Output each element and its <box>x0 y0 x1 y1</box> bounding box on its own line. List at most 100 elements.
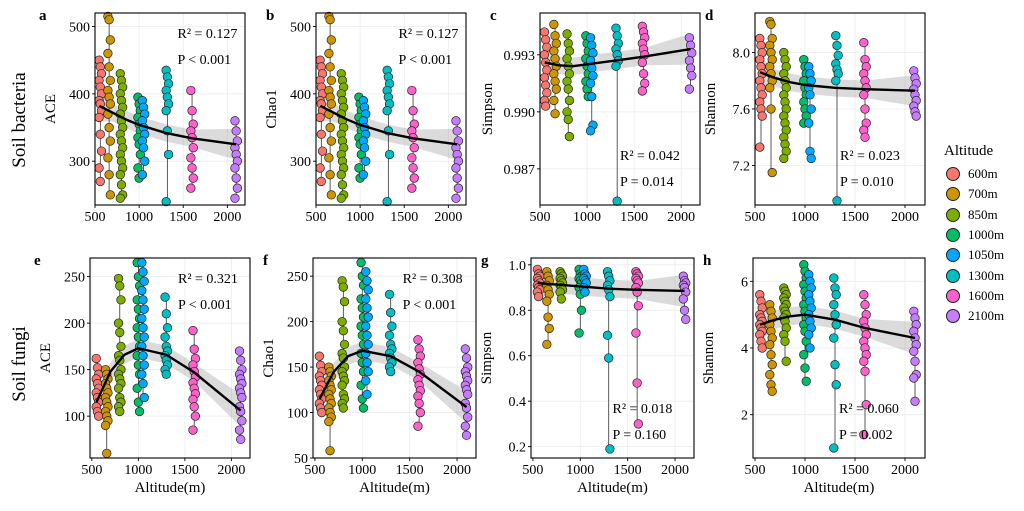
data-point <box>384 330 395 340</box>
confidence-band <box>320 90 458 160</box>
panel-letter: c <box>490 8 497 24</box>
data-point <box>186 85 196 96</box>
data-point <box>325 62 335 72</box>
y-axis-label: Shannon <box>703 82 719 135</box>
data-point <box>359 143 370 153</box>
data-point <box>766 104 776 114</box>
data-point <box>361 294 371 304</box>
data-point <box>463 412 473 422</box>
data-point <box>314 351 325 361</box>
panel-letter: e <box>34 253 41 269</box>
legend-swatch <box>946 207 960 222</box>
data-point <box>337 380 347 390</box>
data-point <box>139 392 149 403</box>
y-tick-label: 0.4 <box>509 395 527 410</box>
data-point <box>804 330 814 340</box>
data-point <box>104 15 114 25</box>
data-point <box>564 131 575 142</box>
data-point <box>767 167 777 178</box>
x-tick-label: 2000 <box>434 210 462 225</box>
data-point <box>549 19 559 30</box>
data-point <box>463 389 473 400</box>
plot-frame <box>89 257 251 459</box>
data-point <box>161 106 171 116</box>
x-tick-label: 500 <box>81 463 102 478</box>
data-point <box>139 332 149 342</box>
data-point <box>638 69 649 79</box>
data-point <box>354 163 364 173</box>
data-point <box>612 31 622 41</box>
data-point <box>830 360 840 370</box>
data-point <box>91 353 101 364</box>
data-point <box>453 183 464 193</box>
data-point <box>134 406 145 417</box>
data-point <box>757 343 767 353</box>
data-point <box>315 163 325 173</box>
data-point <box>363 312 373 322</box>
data-point <box>116 295 126 305</box>
legend-item: 600m <box>944 164 1024 184</box>
y-tick-label: 250 <box>287 270 308 285</box>
data-point <box>160 332 170 342</box>
data-point <box>187 106 197 116</box>
legend-item: 1000m <box>944 225 1024 245</box>
data-point <box>105 75 115 86</box>
data-point <box>138 378 148 389</box>
y-tick-label: 250 <box>64 271 85 286</box>
data-point <box>188 425 198 435</box>
row-label-bacteria: Soil bacteria <box>9 72 30 168</box>
y-tick-label: 0.990 <box>504 106 536 121</box>
y-tick-label: 7.6 <box>733 103 751 118</box>
data-point <box>805 90 815 100</box>
legend-item: 700m <box>944 184 1024 204</box>
x-tick-label: 1000 <box>348 463 376 478</box>
data-point <box>105 99 115 109</box>
data-point <box>115 327 125 338</box>
data-point <box>831 76 841 86</box>
data-point <box>859 37 869 48</box>
data-point <box>549 46 559 56</box>
data-point <box>188 325 198 336</box>
plot-frame <box>312 257 477 459</box>
panel-letter: b <box>266 8 274 24</box>
y-axis-label: ACE <box>38 343 54 373</box>
data-point <box>805 343 815 353</box>
data-point <box>550 53 560 64</box>
data-point <box>163 149 174 160</box>
p-value-label: P = 0.160 <box>613 428 667 443</box>
panel-a: 500 1000 1500 2000 300 400 500 ACE a R² = 0.127 P … <box>39 8 246 225</box>
data-point <box>315 112 325 123</box>
data-point <box>231 173 241 183</box>
data-point <box>685 40 696 50</box>
data-point <box>631 328 641 338</box>
data-point <box>550 76 560 87</box>
data-point <box>189 402 199 412</box>
legend-item: 1050m <box>944 245 1024 265</box>
data-point <box>115 170 125 180</box>
x-tick-label: 2000 <box>891 210 919 225</box>
r-squared-label: R² = 0.042 <box>620 149 680 164</box>
x-tick-label: 500 <box>745 210 766 225</box>
data-point <box>801 376 811 386</box>
r-squared-label: R² = 0.023 <box>840 149 900 164</box>
data-point <box>358 403 369 413</box>
fit-line <box>319 104 458 146</box>
x-tick-label: 1500 <box>620 210 648 225</box>
data-point <box>230 116 240 126</box>
data-point <box>407 183 417 193</box>
legend-label: 1050m <box>968 247 1005 263</box>
data-point <box>562 53 572 64</box>
data-point <box>580 287 590 297</box>
data-point <box>452 126 462 136</box>
data-point <box>409 173 419 183</box>
y-tick-label: 4 <box>741 342 748 357</box>
data-point <box>113 318 124 328</box>
r-squared-label: R² = 0.060 <box>839 402 899 417</box>
data-point <box>361 266 371 277</box>
y-tick-label: 0.8 <box>509 304 527 319</box>
data-point <box>564 95 575 106</box>
data-point <box>562 107 572 117</box>
data-point <box>382 106 392 116</box>
data-point <box>684 55 695 66</box>
data-point <box>861 400 871 410</box>
